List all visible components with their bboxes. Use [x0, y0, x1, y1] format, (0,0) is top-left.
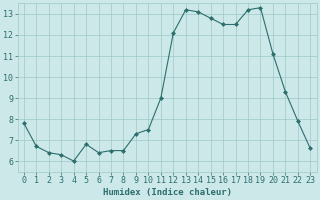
X-axis label: Humidex (Indice chaleur): Humidex (Indice chaleur) — [103, 188, 232, 197]
